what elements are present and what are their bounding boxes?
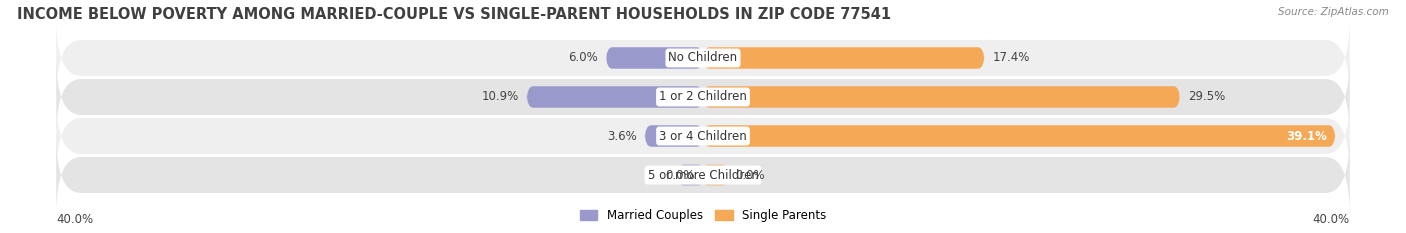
Text: No Children: No Children xyxy=(668,51,738,65)
Text: 40.0%: 40.0% xyxy=(1313,212,1350,226)
FancyBboxPatch shape xyxy=(56,134,1350,216)
Text: 6.0%: 6.0% xyxy=(568,51,598,65)
Text: 3 or 4 Children: 3 or 4 Children xyxy=(659,130,747,143)
Text: 0.0%: 0.0% xyxy=(735,168,765,182)
Text: 0.0%: 0.0% xyxy=(665,168,695,182)
FancyBboxPatch shape xyxy=(703,86,1180,108)
FancyBboxPatch shape xyxy=(56,96,1350,177)
Text: Source: ZipAtlas.com: Source: ZipAtlas.com xyxy=(1278,7,1389,17)
FancyBboxPatch shape xyxy=(56,56,1350,137)
Text: 40.0%: 40.0% xyxy=(56,212,93,226)
Text: 3.6%: 3.6% xyxy=(607,130,637,143)
Text: INCOME BELOW POVERTY AMONG MARRIED-COUPLE VS SINGLE-PARENT HOUSEHOLDS IN ZIP COD: INCOME BELOW POVERTY AMONG MARRIED-COUPL… xyxy=(17,7,891,22)
FancyBboxPatch shape xyxy=(679,164,703,186)
Legend: Married Couples, Single Parents: Married Couples, Single Parents xyxy=(575,205,831,227)
Text: 5 or more Children: 5 or more Children xyxy=(648,168,758,182)
FancyBboxPatch shape xyxy=(606,47,703,69)
Text: 29.5%: 29.5% xyxy=(1188,90,1225,103)
FancyBboxPatch shape xyxy=(703,47,984,69)
Text: 39.1%: 39.1% xyxy=(1286,130,1327,143)
FancyBboxPatch shape xyxy=(527,86,703,108)
FancyBboxPatch shape xyxy=(645,125,703,147)
FancyBboxPatch shape xyxy=(703,125,1336,147)
FancyBboxPatch shape xyxy=(703,164,727,186)
Text: 17.4%: 17.4% xyxy=(993,51,1029,65)
Text: 1 or 2 Children: 1 or 2 Children xyxy=(659,90,747,103)
Text: 10.9%: 10.9% xyxy=(481,90,519,103)
FancyBboxPatch shape xyxy=(56,17,1350,99)
